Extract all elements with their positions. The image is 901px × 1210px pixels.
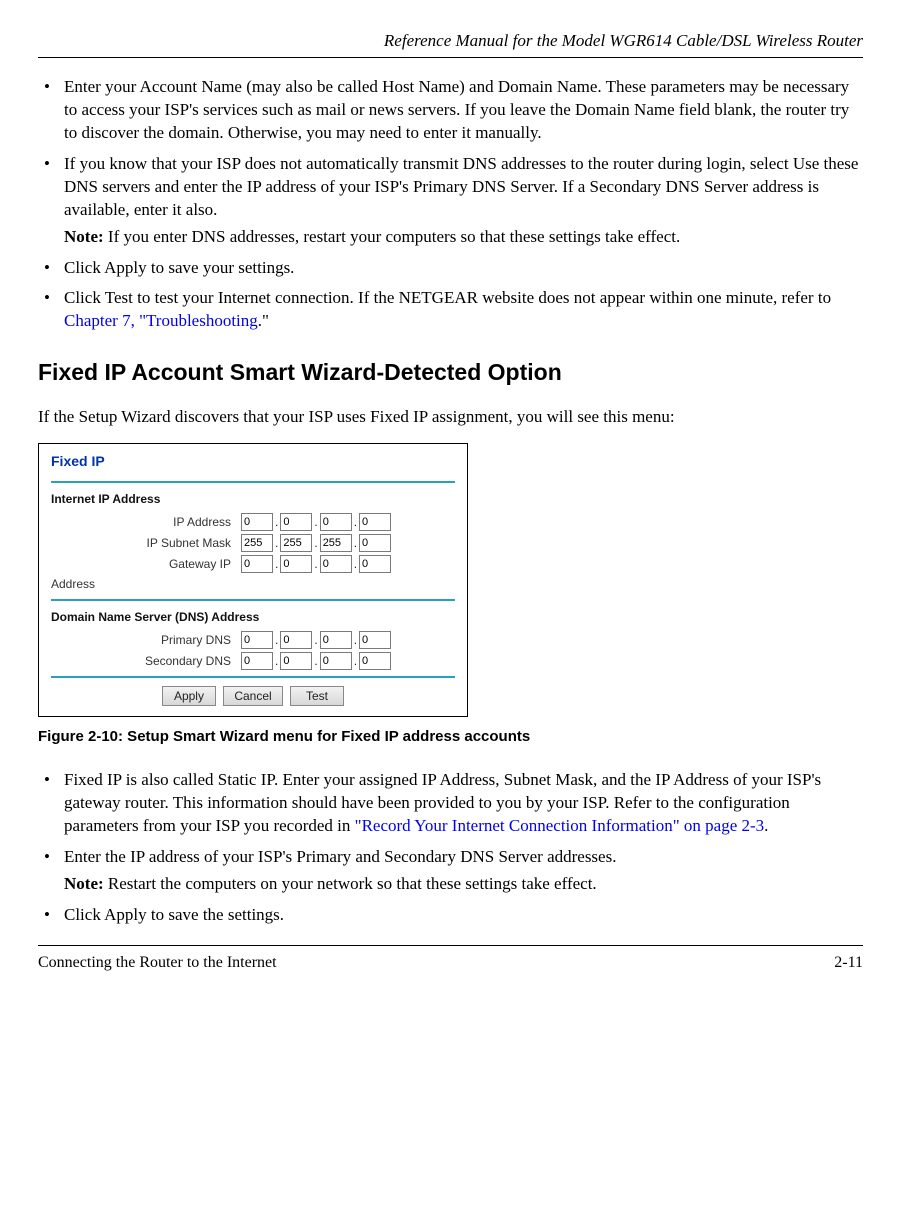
list-item: Enter your Account Name (may also be cal… bbox=[38, 76, 863, 145]
subnet-octet-1[interactable] bbox=[241, 534, 273, 552]
list-item: Click Test to test your Internet connect… bbox=[38, 287, 863, 333]
list-item: Click Apply to save the settings. bbox=[38, 904, 863, 927]
dot-separator: . bbox=[312, 514, 319, 530]
dot-separator: . bbox=[352, 514, 359, 530]
ip-address-octet-2[interactable] bbox=[280, 513, 312, 531]
note-label: Note: bbox=[64, 227, 104, 246]
list-item: If you know that your ISP does not autom… bbox=[38, 153, 863, 249]
ip-address-row: IP Address . . . bbox=[51, 513, 455, 531]
dot-separator: . bbox=[312, 556, 319, 572]
dot-separator: . bbox=[312, 653, 319, 669]
ip-address-octet-4[interactable] bbox=[359, 513, 391, 531]
figure-caption: Figure 2-10: Setup Smart Wizard menu for… bbox=[38, 727, 863, 747]
bottom-bullet-list: Fixed IP is also called Static IP. Enter… bbox=[38, 769, 863, 927]
primary-dns-octet-1[interactable] bbox=[241, 631, 273, 649]
ip-address-octet-3[interactable] bbox=[320, 513, 352, 531]
footer-rule bbox=[38, 945, 863, 946]
gateway-label: Gateway IP bbox=[51, 556, 241, 572]
secondary-dns-label: Secondary DNS bbox=[51, 653, 241, 669]
apply-button[interactable]: Apply bbox=[162, 686, 216, 706]
gateway-label-line2: Address bbox=[51, 576, 241, 592]
primary-dns-row: Primary DNS . . . bbox=[51, 631, 455, 649]
list-item: Enter the IP address of your ISP's Prima… bbox=[38, 846, 863, 896]
panel-separator bbox=[51, 676, 455, 678]
panel-separator bbox=[51, 599, 455, 601]
list-item-text: ." bbox=[258, 311, 269, 330]
subnet-mask-label: IP Subnet Mask bbox=[51, 535, 241, 551]
ip-address-label: IP Address bbox=[51, 514, 241, 530]
secondary-dns-octet-4[interactable] bbox=[359, 652, 391, 670]
list-item-text: Enter the IP address of your ISP's Prima… bbox=[64, 847, 616, 866]
dot-separator: . bbox=[273, 535, 280, 551]
primary-dns-octet-2[interactable] bbox=[280, 631, 312, 649]
secondary-dns-octet-3[interactable] bbox=[320, 652, 352, 670]
note-text: Restart the computers on your network so… bbox=[104, 874, 597, 893]
gateway-octet-2[interactable] bbox=[280, 555, 312, 573]
troubleshooting-link[interactable]: Chapter 7, "Troubleshooting bbox=[64, 311, 258, 330]
subnet-mask-row: IP Subnet Mask . . . bbox=[51, 534, 455, 552]
subnet-octet-3[interactable] bbox=[320, 534, 352, 552]
list-item-text: Click Test to test your Internet connect… bbox=[64, 288, 831, 307]
record-info-link[interactable]: "Record Your Internet Connection Informa… bbox=[355, 816, 765, 835]
secondary-dns-octet-1[interactable] bbox=[241, 652, 273, 670]
note-paragraph: Note: Restart the computers on your netw… bbox=[64, 873, 863, 896]
dot-separator: . bbox=[352, 632, 359, 648]
header-rule bbox=[38, 57, 863, 58]
dot-separator: . bbox=[352, 653, 359, 669]
list-item-text: . bbox=[764, 816, 768, 835]
intro-paragraph: If the Setup Wizard discovers that your … bbox=[38, 406, 863, 429]
dot-separator: . bbox=[352, 535, 359, 551]
cancel-button[interactable]: Cancel bbox=[223, 686, 282, 706]
section-heading: Fixed IP Account Smart Wizard-Detected O… bbox=[38, 357, 863, 388]
primary-dns-octet-4[interactable] bbox=[359, 631, 391, 649]
subnet-octet-4[interactable] bbox=[359, 534, 391, 552]
gateway-row: Gateway IP . . . bbox=[51, 555, 455, 573]
footer-page-number: 2-11 bbox=[834, 952, 863, 974]
dot-separator: . bbox=[273, 632, 280, 648]
button-row: Apply Cancel Test bbox=[51, 686, 455, 706]
list-item: Click Apply to save your settings. bbox=[38, 257, 863, 280]
note-text: If you enter DNS addresses, restart your… bbox=[104, 227, 681, 246]
dot-separator: . bbox=[273, 514, 280, 530]
dot-separator: . bbox=[352, 556, 359, 572]
panel-separator bbox=[51, 481, 455, 483]
page-footer: Connecting the Router to the Internet 2-… bbox=[38, 952, 863, 974]
note-paragraph: Note: If you enter DNS addresses, restar… bbox=[64, 226, 863, 249]
top-bullet-list: Enter your Account Name (may also be cal… bbox=[38, 76, 863, 333]
panel-section-heading: Domain Name Server (DNS) Address bbox=[51, 609, 455, 625]
primary-dns-label: Primary DNS bbox=[51, 632, 241, 648]
footer-chapter-title: Connecting the Router to the Internet bbox=[38, 952, 277, 974]
dot-separator: . bbox=[312, 632, 319, 648]
gateway-octet-3[interactable] bbox=[320, 555, 352, 573]
page-header-title: Reference Manual for the Model WGR614 Ca… bbox=[38, 30, 863, 53]
list-item: Fixed IP is also called Static IP. Enter… bbox=[38, 769, 863, 838]
subnet-octet-2[interactable] bbox=[280, 534, 312, 552]
secondary-dns-octet-2[interactable] bbox=[280, 652, 312, 670]
gateway-octet-4[interactable] bbox=[359, 555, 391, 573]
dot-separator: . bbox=[312, 535, 319, 551]
ip-address-octet-1[interactable] bbox=[241, 513, 273, 531]
panel-section-heading: Internet IP Address bbox=[51, 491, 455, 507]
dot-separator: . bbox=[273, 556, 280, 572]
panel-title: Fixed IP bbox=[51, 452, 455, 471]
test-button[interactable]: Test bbox=[290, 686, 344, 706]
secondary-dns-row: Secondary DNS . . . bbox=[51, 652, 455, 670]
fixed-ip-panel: Fixed IP Internet IP Address IP Address … bbox=[38, 443, 468, 716]
gateway-octet-1[interactable] bbox=[241, 555, 273, 573]
list-item-text: If you know that your ISP does not autom… bbox=[64, 154, 858, 219]
note-label: Note: bbox=[64, 874, 104, 893]
dot-separator: . bbox=[273, 653, 280, 669]
primary-dns-octet-3[interactable] bbox=[320, 631, 352, 649]
